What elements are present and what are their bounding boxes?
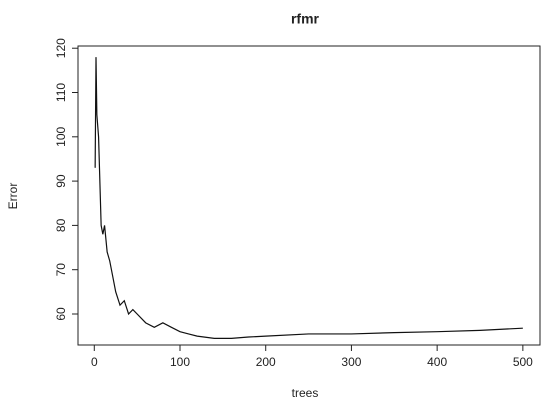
y-tick-label: 60: [54, 307, 68, 321]
error-line: [94, 57, 523, 339]
chart-title: rfmr: [291, 11, 320, 27]
x-tick-label: 400: [427, 355, 447, 369]
x-tick-label: 200: [256, 355, 276, 369]
x-tick-label: 100: [170, 355, 190, 369]
y-tick-label: 70: [54, 263, 68, 277]
x-tick-label: 0: [91, 355, 98, 369]
y-tick-label: 100: [54, 126, 68, 146]
y-axis-label: Error: [6, 183, 20, 210]
y-tick-label: 110: [54, 83, 68, 102]
plot-box: [77, 45, 541, 346]
y-tick-label: 120: [54, 38, 68, 58]
x-tick-label: 300: [341, 355, 361, 369]
x-tick-label: 500: [513, 355, 533, 369]
y-tick-label: 80: [54, 218, 68, 232]
y-tick-label: 90: [54, 174, 68, 188]
x-axis-label: trees: [292, 386, 319, 400]
